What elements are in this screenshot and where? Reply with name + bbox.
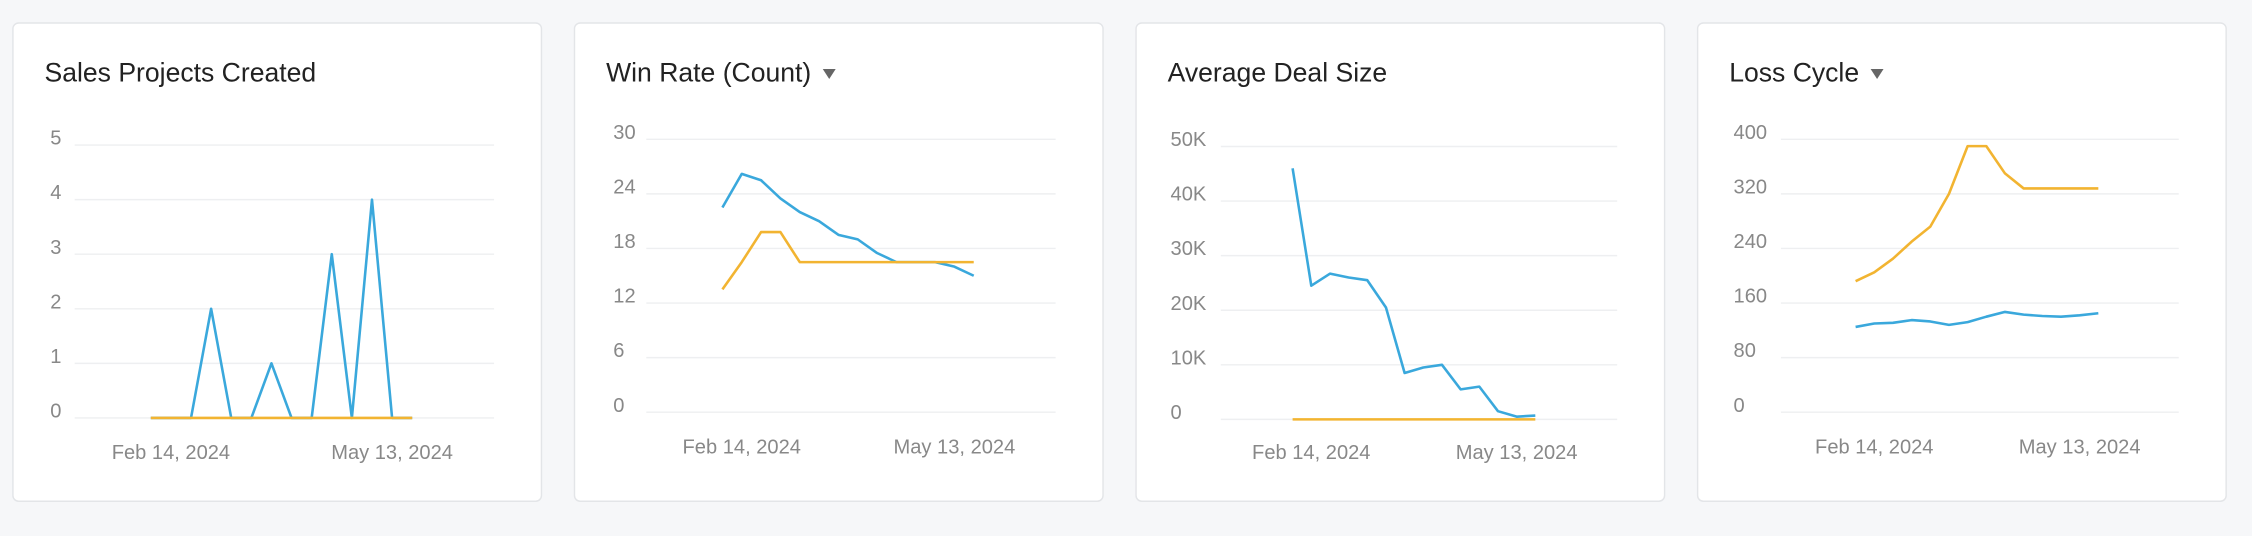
y-tick-label: 5 — [50, 128, 61, 150]
y-tick-label: 0 — [50, 401, 61, 423]
x-tick-label: Feb 14, 2024 — [1252, 442, 1370, 464]
y-tick-label: 18 — [613, 231, 635, 253]
series-line — [1855, 144, 2099, 283]
y-tick-label: 320 — [1734, 176, 1768, 198]
y-tick-label: 40K — [1171, 184, 1207, 206]
dropdown-arrow[interactable] — [822, 68, 836, 79]
card — [1135, 22, 1666, 502]
y-tick-label: 3 — [50, 237, 61, 259]
x-tick-label: May 13, 2024 — [2019, 436, 2141, 458]
x-tick-label: May 13, 2024 — [331, 442, 453, 464]
y-tick-label: 2 — [50, 291, 61, 313]
y-tick-label: 24 — [613, 176, 635, 198]
y-tick-label: 0 — [1171, 402, 1182, 424]
series-line — [1855, 310, 2099, 329]
y-tick-label: 4 — [50, 182, 61, 204]
chart-title: Loss Cycle — [1729, 58, 1859, 88]
y-tick-label: 50K — [1171, 129, 1207, 151]
y-tick-label: 10K — [1171, 347, 1207, 369]
y-tick-label: 30K — [1171, 238, 1207, 260]
y-tick-label: 0 — [613, 395, 624, 417]
chart-title: Average Deal Size — [1168, 58, 1388, 88]
y-tick-label: 6 — [613, 340, 624, 362]
x-tick-label: May 13, 2024 — [894, 436, 1016, 458]
chart-title: Win Rate (Count) — [606, 58, 811, 88]
y-tick-label: 0 — [1734, 395, 1745, 417]
x-tick-label: Feb 14, 2024 — [1815, 436, 1933, 458]
y-tick-label: 240 — [1734, 231, 1768, 253]
y-tick-label: 400 — [1734, 122, 1768, 144]
x-tick-label: Feb 14, 2024 — [112, 442, 230, 464]
x-tick-label: Feb 14, 2024 — [683, 436, 801, 458]
y-tick-label: 160 — [1734, 286, 1768, 308]
y-tick-label: 20K — [1171, 293, 1207, 315]
series-line — [721, 230, 974, 291]
y-tick-label: 80 — [1734, 340, 1756, 362]
series-line — [150, 198, 413, 420]
chart-title: Sales Projects Created — [45, 58, 317, 88]
y-tick-label: 30 — [613, 122, 635, 144]
y-tick-label: 12 — [613, 286, 635, 308]
series-line — [1291, 168, 1536, 418]
card — [12, 22, 543, 502]
x-tick-label: May 13, 2024 — [1456, 442, 1578, 464]
card — [1696, 22, 2227, 502]
dropdown-arrow[interactable] — [1870, 68, 1884, 79]
y-tick-label: 1 — [50, 346, 61, 368]
